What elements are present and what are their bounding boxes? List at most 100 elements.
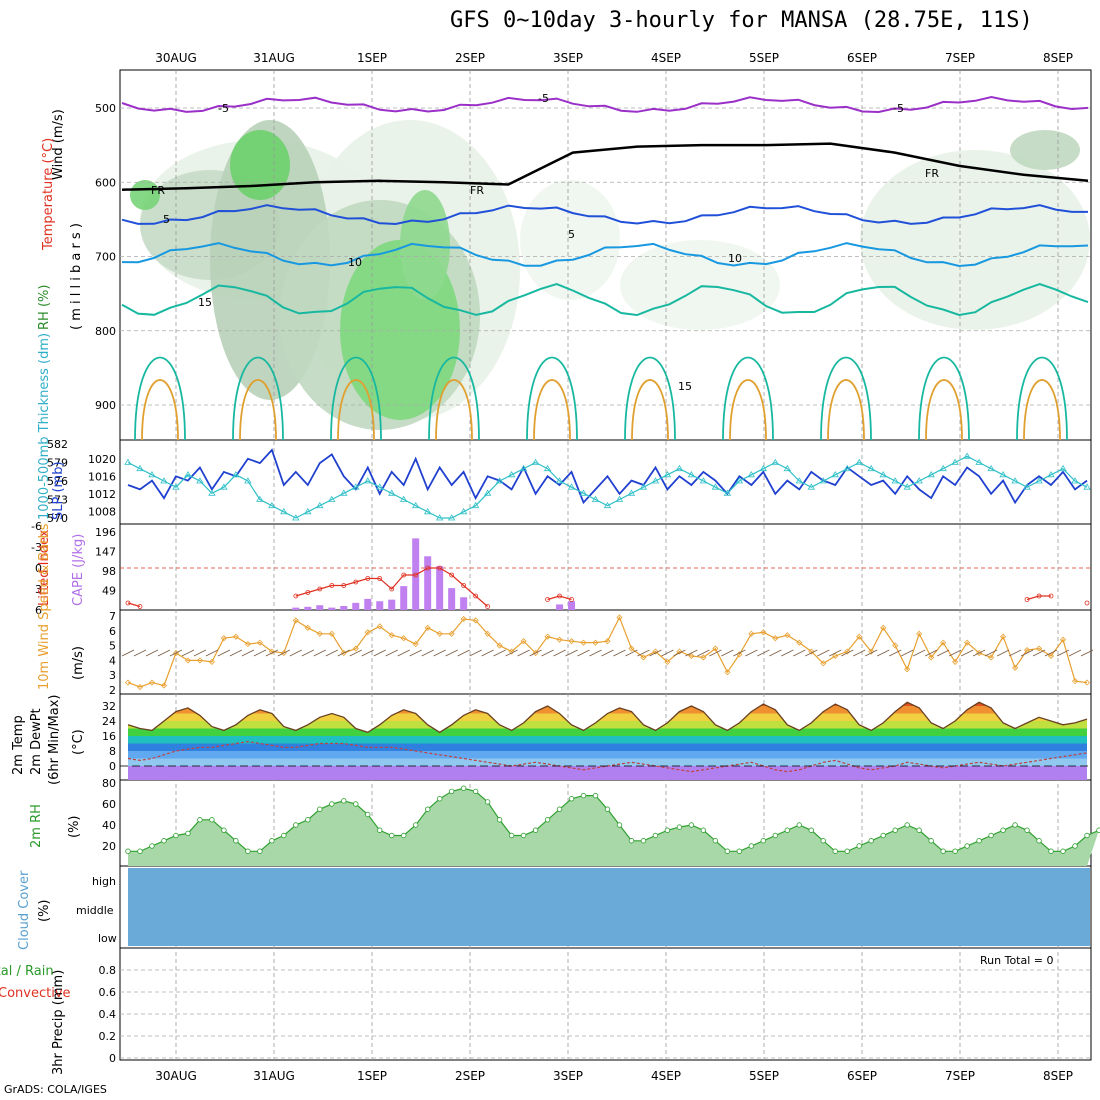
li-point-16 (317, 586, 323, 592)
wind-barb-56 (793, 649, 806, 657)
bottom-date-6SEP: 6SEP (847, 1069, 877, 1083)
rh-point-40 (604, 806, 611, 812)
top-date-30AUG: 30AUG (155, 51, 197, 65)
wind-barb-78 (1056, 649, 1070, 657)
wind-point-55 (784, 632, 791, 639)
label-lifted-index: Lifted Index (37, 529, 52, 606)
wind-point-10 (244, 641, 251, 648)
thickness-point-33 (519, 464, 528, 472)
rh-point-79 (1072, 843, 1078, 849)
wind-point-67 (928, 654, 935, 661)
bottom-date-4SEP: 4SEP (651, 1069, 681, 1083)
thickness-point-38 (579, 489, 588, 496)
loop-teal-4 (526, 356, 578, 441)
cape-frame (119, 523, 1092, 611)
wind-barb-59 (829, 649, 842, 657)
wind-barb-23 (397, 649, 410, 657)
wind-barb-54 (769, 649, 782, 657)
wind-point-7 (208, 658, 215, 665)
label-rh2m: 2m RH (29, 804, 44, 848)
wind-point-48 (700, 654, 707, 661)
contour-label-0: -5 (218, 102, 229, 115)
thickness-point-74 (1011, 477, 1019, 484)
wind-point-70 (964, 639, 971, 646)
wind-point-11 (256, 639, 263, 646)
wind-point-41 (616, 614, 623, 621)
label-temperature: Temperature (°C) (41, 138, 56, 251)
wind-tick-6: 6 (109, 625, 116, 638)
loop-orange-3 (435, 379, 473, 441)
rh-tick-20: 20 (102, 840, 116, 853)
thickness-point-68 (939, 464, 947, 472)
rh-point-77 (1048, 848, 1054, 854)
rh-point-54 (772, 832, 779, 839)
label-wind10m-units: (m/s) (71, 646, 86, 680)
cape-tick-49: 49 (102, 585, 116, 598)
rh-point-51 (736, 848, 743, 854)
wind-barb-44 (649, 649, 662, 657)
label-minmax: (6hr Min/Max) (47, 695, 62, 785)
cape-bar-15 (304, 606, 312, 610)
li-point-28 (461, 583, 467, 588)
thickness-point-65 (903, 483, 911, 490)
thickness-point-55 (783, 464, 792, 472)
li-point-0 (125, 600, 131, 606)
wind-barb-14 (289, 649, 303, 657)
slp-line (127, 448, 1088, 505)
thickness-point-5 (184, 471, 192, 478)
li-point-29 (473, 593, 479, 599)
thickness-point-14 (292, 514, 300, 521)
wind-point-43 (640, 654, 647, 661)
contour-label-4: 5 (568, 228, 575, 241)
thickness-point-71 (975, 458, 983, 465)
wind-barb-41 (613, 649, 626, 657)
li-point-80 (1084, 600, 1090, 606)
rh-point-63 (880, 832, 886, 839)
wind-point-35 (544, 633, 551, 640)
cape-bar-25 (424, 556, 432, 610)
rh-point-34 (532, 827, 539, 833)
li-point-23 (401, 572, 407, 578)
loop-teal-8 (918, 356, 970, 441)
rh-point-74 (1012, 822, 1018, 828)
thickness-point-51 (735, 477, 744, 484)
label-dewpt: 2m DewPt (29, 708, 44, 775)
temp-tick-24: 24 (102, 715, 116, 728)
wind-point-29 (472, 617, 479, 624)
label-cloud-units: (%) (37, 900, 52, 923)
run-total-label: Run Total = 0 (980, 954, 1054, 967)
rh-point-1 (137, 848, 143, 854)
li-point-18 (341, 583, 347, 588)
cape-bar-18 (340, 606, 348, 610)
thickness-point-20 (364, 477, 372, 484)
wind-barb-34 (529, 649, 542, 657)
wind-barb-74 (1008, 649, 1022, 657)
rh-point-43 (640, 838, 647, 844)
wind-point-37 (568, 638, 575, 645)
wind-barb-68 (936, 649, 950, 657)
wind-point-64 (892, 642, 899, 649)
slp-tick-1020: 1020 (88, 453, 116, 466)
wind-barb-58 (817, 649, 830, 657)
label-rh: RH (%) (37, 285, 52, 330)
y-tick-labels: 5006007008009005705735765795821008101210… (31, 102, 116, 1065)
label-rh2m-units: (%) (67, 816, 82, 839)
rh-shade-2 (520, 180, 620, 300)
wind-point-58 (820, 660, 827, 667)
rh-area (128, 788, 1099, 866)
thickness-point-17 (328, 495, 336, 502)
rh-point-13 (281, 832, 287, 839)
rh-point-0 (125, 848, 131, 854)
wind-point-52 (748, 630, 755, 637)
rh-point-22 (389, 832, 395, 839)
thickness-point-79 (1071, 477, 1079, 484)
wind-barb-51 (733, 649, 746, 657)
wind-barb-28 (457, 649, 470, 657)
wind-barb-80 (1080, 649, 1094, 657)
li-point-37 (569, 597, 574, 602)
contour-10 (121, 242, 1089, 268)
top-date-3SEP: 3SEP (553, 51, 583, 65)
thk-tick-582: 582 (47, 438, 68, 451)
bottom-date-31AUG: 31AUG (253, 1069, 295, 1083)
